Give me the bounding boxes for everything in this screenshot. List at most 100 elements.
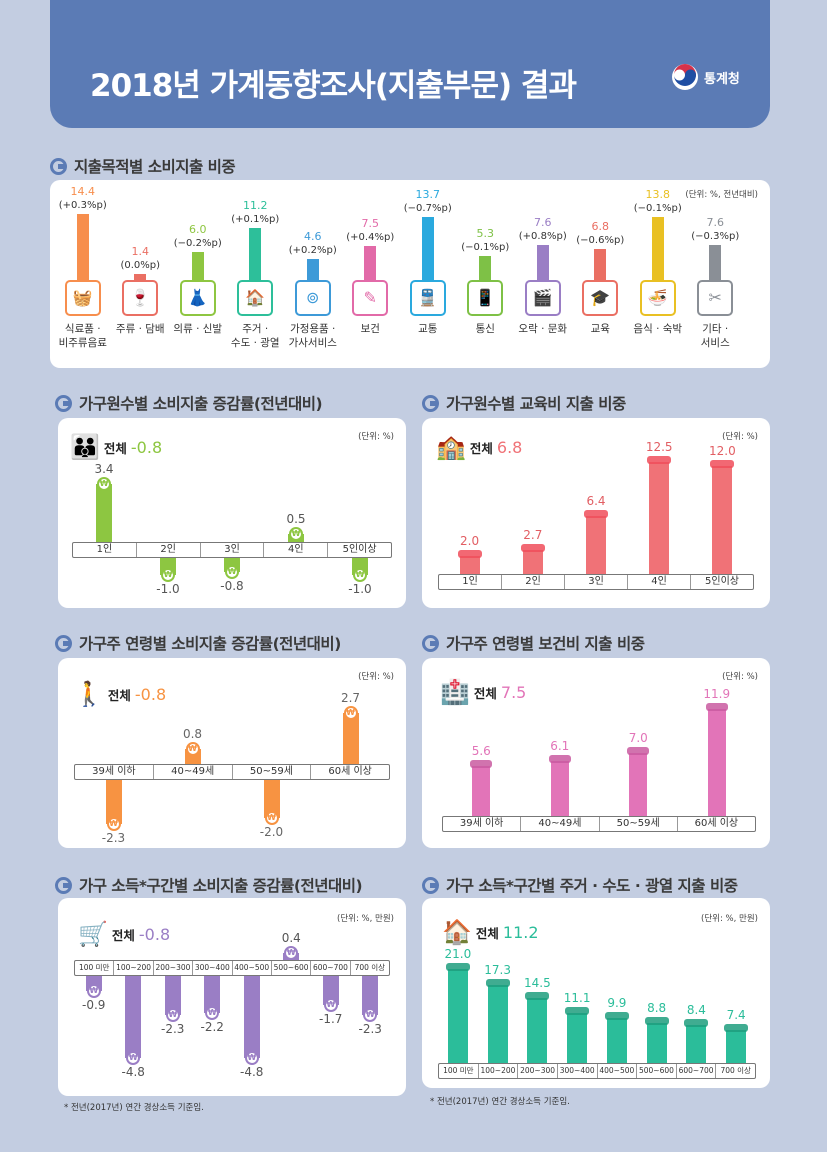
purpose-change-label: (−0.7%p) — [403, 202, 452, 214]
data-bar — [527, 997, 548, 1063]
purpose-value-label: 4.6 — [304, 229, 322, 243]
data-bar — [567, 1013, 588, 1063]
plug-icon — [644, 1017, 669, 1026]
value-label: -0.9 — [82, 998, 106, 1013]
data-bar — [712, 466, 733, 574]
purpose-bar — [709, 245, 722, 280]
won-coin-icon: ₩ — [106, 816, 121, 831]
purpose-category-label: 가정용품 · — [290, 323, 336, 335]
popcorn-icon: 🎬 — [524, 280, 561, 316]
section4-total-value: -0.8 — [134, 684, 167, 704]
data-bar — [342, 712, 359, 764]
value-label: 7.0 — [628, 731, 648, 745]
grocery-basket-icon: 🧺 — [64, 280, 101, 316]
section4-title: 가구주 연령별 소비지출 증감률(전년대비) — [79, 635, 341, 653]
section5-total-value: 7.5 — [500, 682, 527, 702]
won-coin-icon: ₩ — [363, 1008, 378, 1023]
purpose-change-label: (−0.1%p) — [633, 202, 682, 214]
value-label: 21.0 — [444, 946, 472, 961]
bottle-icon: 🍷 — [122, 280, 159, 316]
section7-footnote: * 전년(2017년) 연간 경상소득 기준임. — [430, 1097, 570, 1107]
section-bullet-icon — [422, 876, 439, 894]
data-bar — [459, 556, 480, 574]
data-bar — [96, 484, 112, 542]
category-tick-label: 100~200 — [114, 961, 154, 975]
section3-total-label: 전체 — [469, 440, 493, 456]
purpose-bar — [594, 248, 607, 280]
washing-machine-icon: ⊚ — [294, 280, 331, 316]
category-axis: 1인 2인 3인 4인 5인이상 — [72, 542, 392, 558]
graduation-cap-icon: 🎓 — [582, 280, 619, 316]
plug-icon — [525, 991, 550, 1000]
value-label: 0.8 — [182, 726, 203, 741]
value-label: 17.3 — [484, 963, 511, 978]
hospital-icon: 🏥 — [440, 678, 470, 706]
purpose-value-label: 6.8 — [591, 219, 610, 233]
value-label: 11.1 — [563, 991, 591, 1006]
walking-person-icon: 🚶 — [74, 680, 104, 708]
data-bar — [204, 976, 221, 1014]
data-bar — [105, 780, 122, 824]
won-coin-icon: ₩ — [264, 811, 279, 825]
purpose-value-label: 6.0 — [189, 223, 207, 237]
data-bar — [649, 461, 670, 574]
category-tick-label: 40~49세 — [154, 765, 233, 779]
value-label: -2.3 — [358, 1022, 382, 1037]
plug-icon — [604, 1012, 629, 1021]
purpose-change-label: (+0.8%p) — [518, 231, 567, 243]
won-coin-icon: ₩ — [284, 946, 299, 961]
purpose-category-label: 교육 — [590, 323, 610, 335]
purpose-bar — [364, 245, 377, 280]
won-coin-icon: ₩ — [165, 1008, 180, 1023]
data-bar — [726, 1029, 747, 1063]
category-tick-label: 1인 — [439, 575, 502, 589]
purpose-bar — [421, 216, 434, 280]
eco-house-icon: 🏠 — [442, 918, 472, 946]
dress-icon: 👗 — [179, 280, 216, 316]
category-tick-label: 1인 — [73, 543, 137, 557]
agency-logo: 통계청 — [670, 62, 740, 92]
section4-title-wrap: 가구주 연령별 소비지출 증감률(전년대비) — [55, 632, 341, 654]
category-tick-label: 400~500 — [233, 961, 272, 975]
section3-title-wrap: 가구원수별 교육비 지출 비중 — [422, 392, 626, 414]
category-tick-label: 300~400 — [193, 961, 233, 975]
category-axis: 100 미만 100~200 200~300 300~400 400~500 500~60… — [74, 960, 390, 976]
category-tick-label: 100~200 — [479, 1064, 519, 1078]
section-bullet-icon — [55, 394, 72, 412]
value-label: 2.0 — [460, 534, 480, 548]
section-bullet-icon — [422, 394, 439, 412]
noodle-bowl-icon: 🍜 — [639, 280, 676, 316]
purpose-bar — [479, 255, 492, 280]
category-tick-label: 400~500 — [598, 1064, 638, 1078]
category-tick-label: 500~600 — [272, 961, 312, 975]
category-tick-label: 600~700 — [311, 961, 351, 975]
purpose-category-label: 의류 · 신발 — [173, 323, 223, 335]
category-tick-label: 700 이상 — [354, 963, 386, 972]
category-tick-label: 39세 이하 — [443, 817, 522, 831]
category-tick-label: 50~59세 — [233, 765, 312, 779]
data-bar — [322, 976, 339, 1005]
data-bar — [447, 968, 468, 1063]
category-tick-label: 100 미만 — [75, 961, 115, 975]
section7-title-wrap: 가구 소득*구간별 주거 · 수도 · 광열 지출 비중 — [422, 874, 738, 896]
category-tick-label: 3인 — [565, 575, 628, 589]
section7-unit: (단위: %, 만원) — [701, 914, 758, 924]
category-tick-label: 60세 이상 — [694, 818, 739, 829]
section6-footnote: * 전년(2017년) 연간 경상소득 기준임. — [64, 1103, 204, 1113]
section6-title: 가구 소득*구간별 소비지출 증감률(전년대비) — [79, 877, 363, 895]
category-tick-label: 200~300 — [154, 961, 194, 975]
data-bar — [606, 1018, 627, 1063]
purpose-category-label-line2: 가사서비스 — [288, 337, 337, 349]
won-coin-icon: ₩ — [343, 705, 358, 720]
value-label: 9.9 — [607, 996, 627, 1011]
category-tick-label: 2인 — [137, 543, 201, 557]
category-tick-label: 2인 — [502, 575, 565, 589]
won-coin-icon: ₩ — [289, 526, 303, 541]
data-bar — [646, 1023, 667, 1063]
section-bullet-icon — [55, 634, 72, 652]
section1-card: (단위: %, 전년대비) 14.4 (+0.3%p) 🧺 식료품 · 비주류음료 1.4… — [50, 180, 770, 368]
gift-bow-icon — [647, 455, 672, 464]
section7-title: 가구 소득*구간별 주거 · 수도 · 광열 지출 비중 — [446, 877, 738, 895]
section7-total: 🏠 전체 11.2 — [442, 918, 539, 946]
section2-total-label: 전체 — [103, 440, 127, 456]
